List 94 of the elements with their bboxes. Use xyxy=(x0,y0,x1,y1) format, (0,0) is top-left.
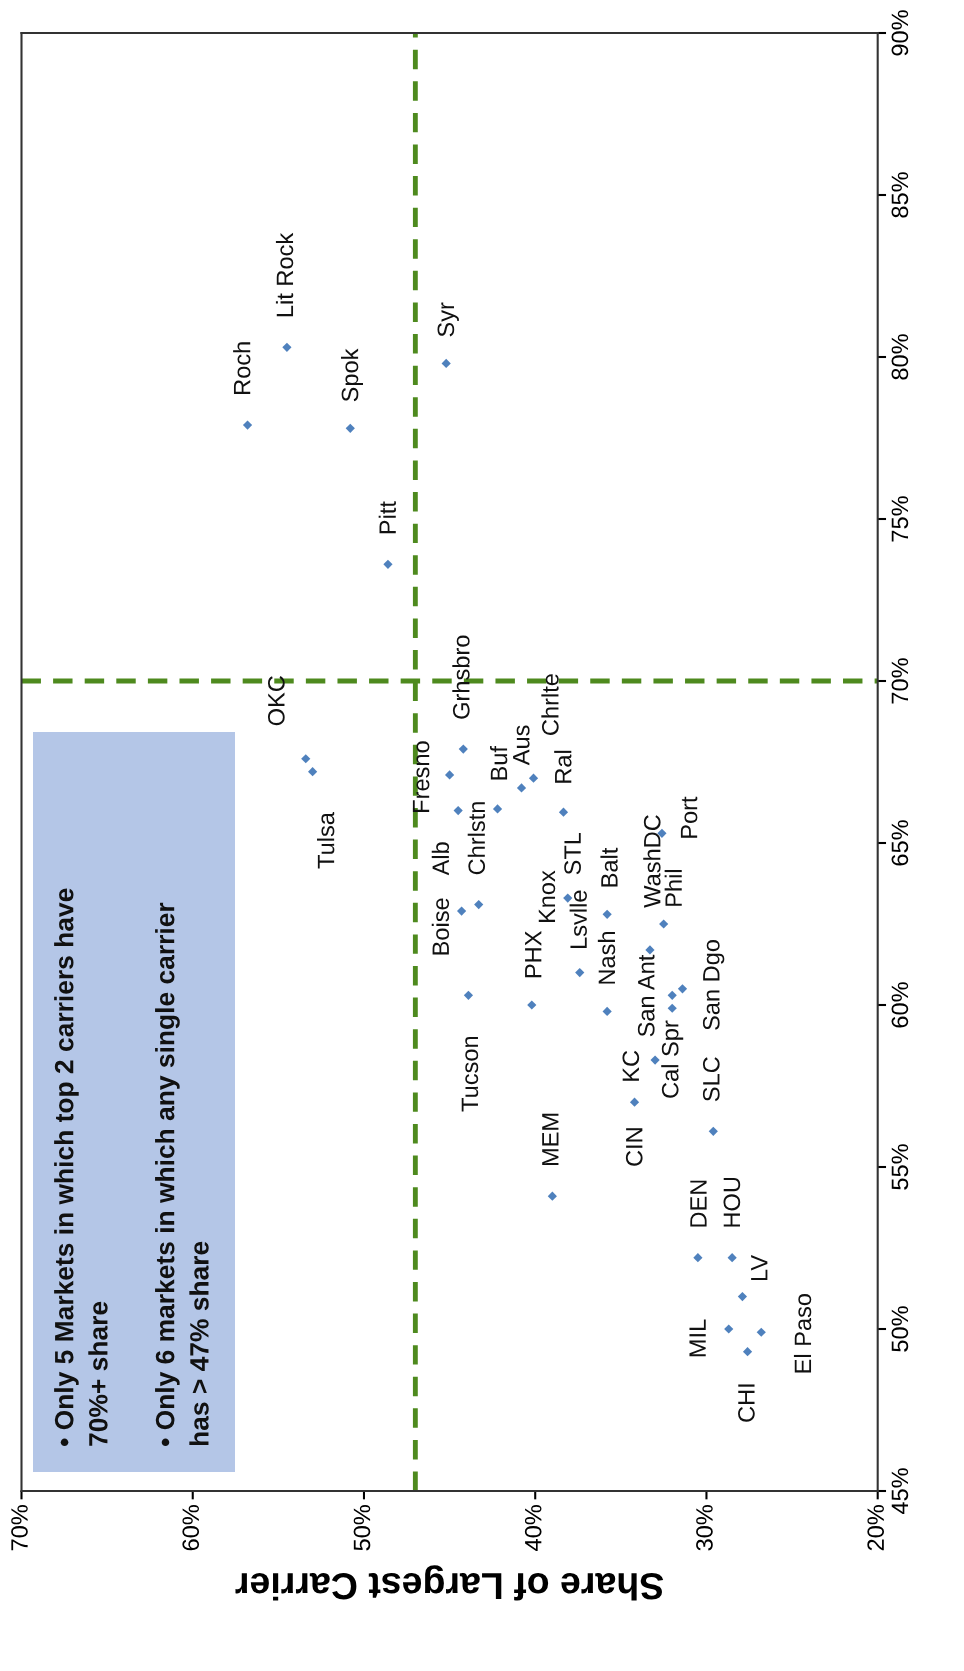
point xyxy=(547,1191,557,1201)
annotation: Knox xyxy=(538,870,556,923)
point xyxy=(528,773,539,783)
y-tick-label: 50% xyxy=(891,1306,909,1352)
point xyxy=(727,1253,737,1263)
point xyxy=(456,906,467,916)
annotation: Buf xyxy=(489,745,508,780)
point xyxy=(444,770,455,780)
annotation: Syr xyxy=(437,302,459,337)
y-tick-label: 45% xyxy=(891,1468,909,1515)
x-tick-label: 30% xyxy=(696,1505,713,1551)
point xyxy=(742,1347,753,1357)
x-tick-label: 50% xyxy=(353,1505,371,1551)
annotation: Boise xyxy=(431,898,450,955)
point xyxy=(308,767,318,777)
annotation: Nash xyxy=(597,931,616,984)
annotation: Grhsbro xyxy=(452,635,470,719)
annotation: Fresno xyxy=(412,741,430,812)
point xyxy=(724,1324,734,1334)
point xyxy=(474,899,484,910)
annotation: HOU xyxy=(723,1177,741,1227)
annotation: Chrlstn xyxy=(467,802,486,875)
point xyxy=(558,807,569,817)
annotation: PHX xyxy=(525,931,542,978)
annotation: Phil xyxy=(664,870,682,906)
annotation: Roch xyxy=(233,342,251,394)
annotation: Aus xyxy=(513,725,530,766)
annotation: Tulsa xyxy=(317,812,335,869)
annotation: Ral xyxy=(554,750,572,783)
point xyxy=(667,1003,677,1013)
annotation: Balt xyxy=(600,847,618,887)
annotation: Port xyxy=(680,796,698,838)
annotation: MIL xyxy=(689,1319,706,1357)
point xyxy=(301,754,311,764)
annotation: Lit Rock xyxy=(275,232,294,317)
annotation: Cal Spr xyxy=(661,1020,684,1098)
point xyxy=(345,423,355,433)
point xyxy=(737,1291,748,1302)
point xyxy=(677,984,688,994)
annotation: CHI xyxy=(738,1384,755,1422)
annotation: Pitt xyxy=(378,501,396,534)
point xyxy=(492,804,503,814)
point xyxy=(645,945,655,955)
annotation: • Only 5 Markets in which top 2 carriers have 70%+ share xyxy=(54,888,108,1447)
y-tick-label: 85% xyxy=(891,172,909,218)
x-tick-label: 20% xyxy=(867,1505,885,1551)
y-tick-label: 75% xyxy=(891,496,909,542)
point xyxy=(527,1000,537,1010)
point xyxy=(441,358,451,369)
annotation: WashDC xyxy=(643,815,661,908)
y-tick-label: 60% xyxy=(891,982,909,1028)
x-tick-label: 40% xyxy=(524,1505,542,1551)
annotation: KC xyxy=(622,1050,640,1081)
y-tick-label: 80% xyxy=(891,334,909,380)
annotation: OKC xyxy=(267,676,285,726)
y-tick-label: 70% xyxy=(891,658,909,704)
annotation: DEN xyxy=(690,1180,707,1227)
point xyxy=(602,1006,612,1017)
annotation: LV xyxy=(751,1254,768,1281)
x-tick-label: 60% xyxy=(182,1505,200,1551)
point xyxy=(667,990,677,1000)
annotation: Tucson xyxy=(461,1036,479,1112)
point xyxy=(629,1097,640,1107)
point xyxy=(708,1126,718,1136)
x-axis-title: Share of Largest Carrier xyxy=(235,1565,664,1601)
point xyxy=(463,990,474,1000)
annotation: El Paso xyxy=(793,1293,812,1373)
point xyxy=(516,783,527,793)
point xyxy=(383,559,393,569)
point xyxy=(693,1253,703,1263)
point xyxy=(453,805,463,816)
annotation: Lsvlle xyxy=(569,890,587,948)
point xyxy=(650,1055,660,1065)
annotation: • Only 6 markets in which any single carrier has > 47% share xyxy=(155,902,209,1447)
point xyxy=(242,420,253,430)
annotation: MEM xyxy=(542,1113,559,1166)
annotation: SLC xyxy=(702,1057,720,1102)
point xyxy=(282,342,292,352)
point xyxy=(659,919,669,929)
annotation: Alb xyxy=(431,842,450,876)
y-tick-label: 65% xyxy=(891,820,909,866)
point xyxy=(602,909,612,919)
point xyxy=(575,967,585,978)
annotation: San Ant xyxy=(637,954,655,1037)
annotation: San Dgo xyxy=(702,940,725,1030)
annotation: Spok xyxy=(340,348,363,402)
point xyxy=(756,1327,766,1337)
y-tick-label: 90% xyxy=(891,10,909,56)
point xyxy=(458,744,468,754)
x-tick-label: 70% xyxy=(11,1505,28,1551)
annotation: STL xyxy=(564,832,581,875)
annotation: CIN xyxy=(625,1128,643,1166)
annotation: Chrlte xyxy=(541,674,559,735)
y-tick-label: 55% xyxy=(891,1144,909,1190)
